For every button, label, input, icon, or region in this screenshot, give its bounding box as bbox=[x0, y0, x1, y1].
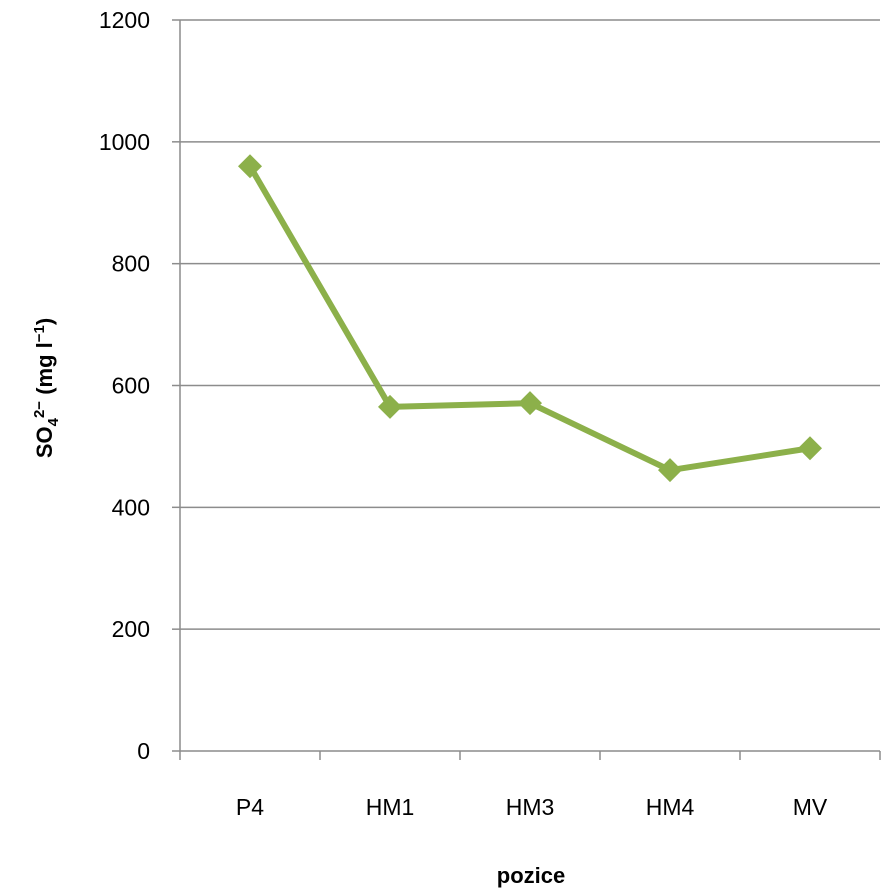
data-series bbox=[238, 154, 822, 483]
x-tick-labels: P4 HM1 HM3 HM4 MV bbox=[236, 794, 828, 820]
x-tick-label: HM3 bbox=[506, 794, 555, 820]
data-point-marker bbox=[518, 391, 542, 416]
y-tick-label: 200 bbox=[112, 616, 150, 642]
y-axis-title-base: SO bbox=[32, 426, 57, 458]
x-tick-label: MV bbox=[793, 794, 828, 820]
y-tick-label: 800 bbox=[112, 251, 150, 277]
y-axis-title-unit-close: ) bbox=[32, 318, 57, 325]
y-tick-label: 1200 bbox=[99, 7, 150, 33]
y-tick-labels: 0 200 400 600 800 1000 1200 bbox=[99, 7, 150, 764]
series-line bbox=[247, 163, 813, 474]
data-point-marker bbox=[658, 458, 682, 483]
y-axis-title-unit-open: (mg l bbox=[32, 342, 57, 401]
y-axis-title: SO42− (mg l−1) bbox=[31, 318, 62, 458]
data-point-marker bbox=[238, 154, 262, 179]
horizontal-gridlines bbox=[180, 19, 880, 630]
y-tick-label: 1000 bbox=[99, 129, 150, 155]
axes bbox=[172, 19, 881, 760]
y-tick-label: 600 bbox=[112, 373, 150, 399]
y-axis-title-superscript: 2− bbox=[31, 401, 48, 418]
x-tick-label: HM1 bbox=[366, 794, 415, 820]
x-tick-label: P4 bbox=[236, 794, 264, 820]
y-axis-title-unit-superscript: −1 bbox=[31, 325, 48, 342]
data-point-marker bbox=[798, 436, 822, 461]
y-tick-label: 400 bbox=[112, 494, 150, 520]
y-tick-label: 0 bbox=[137, 738, 150, 764]
data-point-marker bbox=[378, 394, 402, 419]
x-axis-title: pozice bbox=[497, 863, 565, 888]
x-tick-label: HM4 bbox=[646, 794, 695, 820]
y-axis-title-subscript: 4 bbox=[45, 417, 62, 426]
